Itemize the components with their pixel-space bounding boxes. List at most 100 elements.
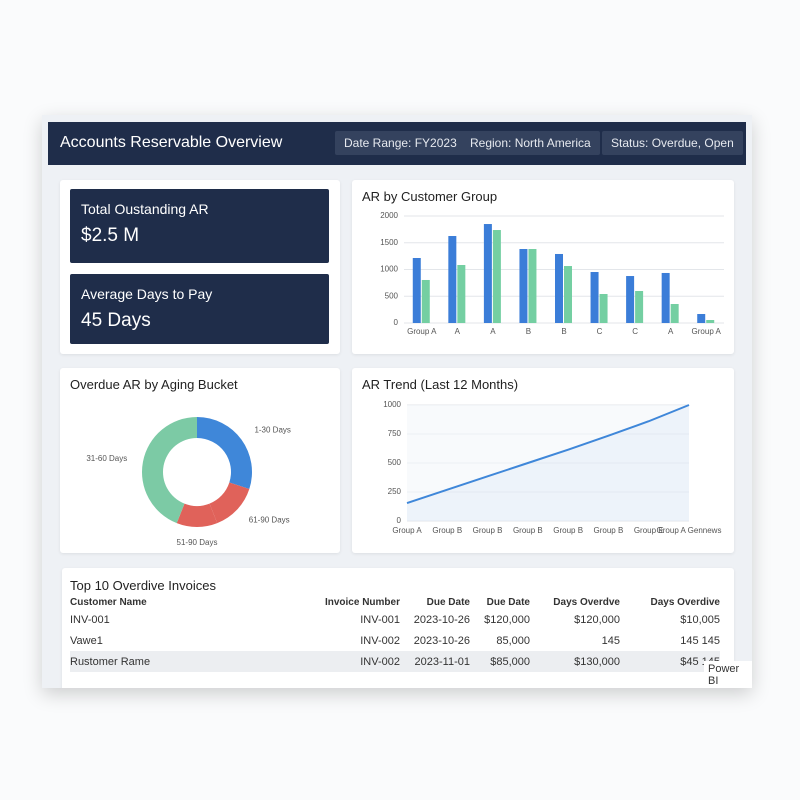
bar <box>661 272 670 323</box>
table-row: INV-001 INV-001 2023-10-26 $120,000 $120,000… <box>70 609 720 630</box>
bar <box>635 291 644 323</box>
column-header: Invoice Number <box>324 596 400 608</box>
bar <box>492 230 501 323</box>
slice-label: 61-90 Days <box>249 516 290 525</box>
y-tick-label: 500 <box>388 458 402 467</box>
kpi-label: Total Oustanding AR <box>81 201 209 217</box>
bar <box>590 272 599 323</box>
table-cell: 2023-10-26 <box>413 613 470 626</box>
table-cell: 85,000 <box>496 634 530 647</box>
bar <box>599 294 608 323</box>
table-cell: $10,005 <box>680 613 720 626</box>
table-row: Vawe1 INV-002 2023-10-26 85,000 145 145 145 <box>70 630 720 651</box>
chart-panel: 0 250 500 750 1000 Group A Group B Group B Group… <box>352 368 734 553</box>
x-tick-label: Group A <box>407 327 437 336</box>
kpi-panel: Total Oustanding AR $2.5 M Average Days … <box>60 180 340 354</box>
y-tick-label: 750 <box>388 429 402 438</box>
column-header: Days Overdve <box>553 596 620 608</box>
x-tick-label: B <box>561 327 566 336</box>
table-row: Rustomer Rame INV-002 2023-11-01 $85,000 $13… <box>70 651 720 672</box>
table-cell: INV-001 <box>360 613 400 626</box>
x-tick-label: Group B <box>513 526 543 535</box>
bar <box>697 314 706 323</box>
kpi-value: 45 Days <box>81 310 151 331</box>
slice-label: 51-90 Days <box>177 538 218 547</box>
table-cell: 2023-10-26 <box>413 634 470 647</box>
line-chart: 0 250 500 750 1000 Group A Group B Group B Group… <box>383 400 722 535</box>
y-tick-label: 1000 <box>380 265 398 274</box>
table-cell: INV-002 <box>360 634 400 647</box>
table-cell: Vawe1 <box>70 634 103 647</box>
donut-segment <box>141 417 197 524</box>
line-area <box>407 405 689 521</box>
table-cell: INV-002 <box>360 655 400 668</box>
filter-chip[interactable]: Status: Overdue, Open <box>602 131 743 155</box>
invoice-table: Customer Name Invoice Number Due Date Due D… <box>70 595 720 672</box>
dashboard: Accounts Reservable Overview Date Range:… <box>42 115 752 688</box>
bar <box>483 224 492 323</box>
x-tick-label: Group A Gennews <box>657 526 722 535</box>
kpi-value: $2.5 M <box>81 225 140 246</box>
y-tick-label: 2000 <box>380 211 398 220</box>
y-tick-label: 0 <box>397 516 402 525</box>
table-cell: INV-001 <box>70 613 110 626</box>
y-tick-label: 500 <box>385 291 399 300</box>
y-tick-label: 1500 <box>380 238 398 247</box>
x-tick-label: Group B <box>432 526 462 535</box>
chart-title: Overdue AR by Aging Bucket <box>70 377 238 392</box>
brand: Power BI <box>704 661 752 688</box>
x-tick-label: Group A <box>392 526 422 535</box>
x-tick-label: Group E <box>634 526 664 535</box>
x-tick-label: Group B <box>594 526 624 535</box>
filter-chip[interactable]: Date Range: FY2023 <box>335 131 466 155</box>
bar <box>670 304 679 323</box>
y-tick-label: 250 <box>388 487 402 496</box>
table-cell: $85,000 <box>490 655 530 668</box>
column-header: Customer Name <box>70 596 147 608</box>
bar-chart: 0 500 1000 1500 2000 Group A A A B B C C A Group A <box>380 211 724 336</box>
header-bar: Accounts Reservable Overview Date Range:… <box>48 122 746 165</box>
bar <box>555 253 563 323</box>
donut-segment <box>209 482 250 524</box>
x-tick-label: A <box>668 327 674 336</box>
x-tick-label: C <box>597 327 603 336</box>
table-cell: $130,000 <box>574 655 620 668</box>
slice-label: 31-60 Days <box>86 454 127 463</box>
y-tick-label: 0 <box>394 318 399 327</box>
x-tick-label: Group B <box>473 526 503 535</box>
table-cell: $120,000 <box>484 613 530 626</box>
donut-segment <box>176 503 218 527</box>
kpi-label: Average Days to Pay <box>81 286 213 302</box>
donut-chart: 1-30 Days 61-90 Days 51-90 Days 31-60 Days <box>86 417 291 547</box>
chart-title: AR Trend (Last 12 Months) <box>362 377 519 392</box>
table-cell: 145 145 <box>680 634 720 647</box>
table-cell: Rustomer Rame <box>70 655 151 668</box>
table-cell: 2023-11-01 <box>414 655 470 668</box>
bar <box>421 279 430 323</box>
bar <box>519 249 528 323</box>
table-row: Customer Name Invoice Number Due Date Due D… <box>70 595 720 609</box>
x-tick-label: Group B <box>553 526 583 535</box>
kpi-card: Average Days to Pay 45 Days <box>70 274 329 344</box>
bar <box>564 266 572 323</box>
table-panel: Top 10 Overdive Invoices Customer Name In… <box>62 568 734 688</box>
table-title: Top 10 Overdive Invoices <box>70 578 216 593</box>
bar <box>448 236 457 323</box>
filter-chip[interactable]: Region: North America <box>461 131 600 155</box>
donut-segment <box>197 417 252 489</box>
chart-panel: 1-30 Days 61-90 Days 51-90 Days 31-60 Days … <box>60 368 340 553</box>
dashboard-title: Accounts Reservable Overview <box>60 134 283 151</box>
bar <box>706 320 715 323</box>
bar <box>412 257 421 323</box>
chart-panel: 0 500 1000 1500 2000 Group A A A B B C C A Group A AR… <box>352 180 734 354</box>
x-tick-label: Group A <box>692 327 722 336</box>
kpi-card: Total Oustanding AR $2.5 M <box>70 189 329 263</box>
slice-label: 1-30 Days <box>254 425 290 434</box>
line <box>406 404 690 504</box>
x-tick-label: A <box>455 327 461 336</box>
column-header: Due Date <box>486 596 530 608</box>
bar <box>528 249 537 323</box>
chart-title: AR by Customer Group <box>362 189 498 204</box>
table-cell: $120,000 <box>574 613 620 626</box>
bar <box>457 265 466 323</box>
